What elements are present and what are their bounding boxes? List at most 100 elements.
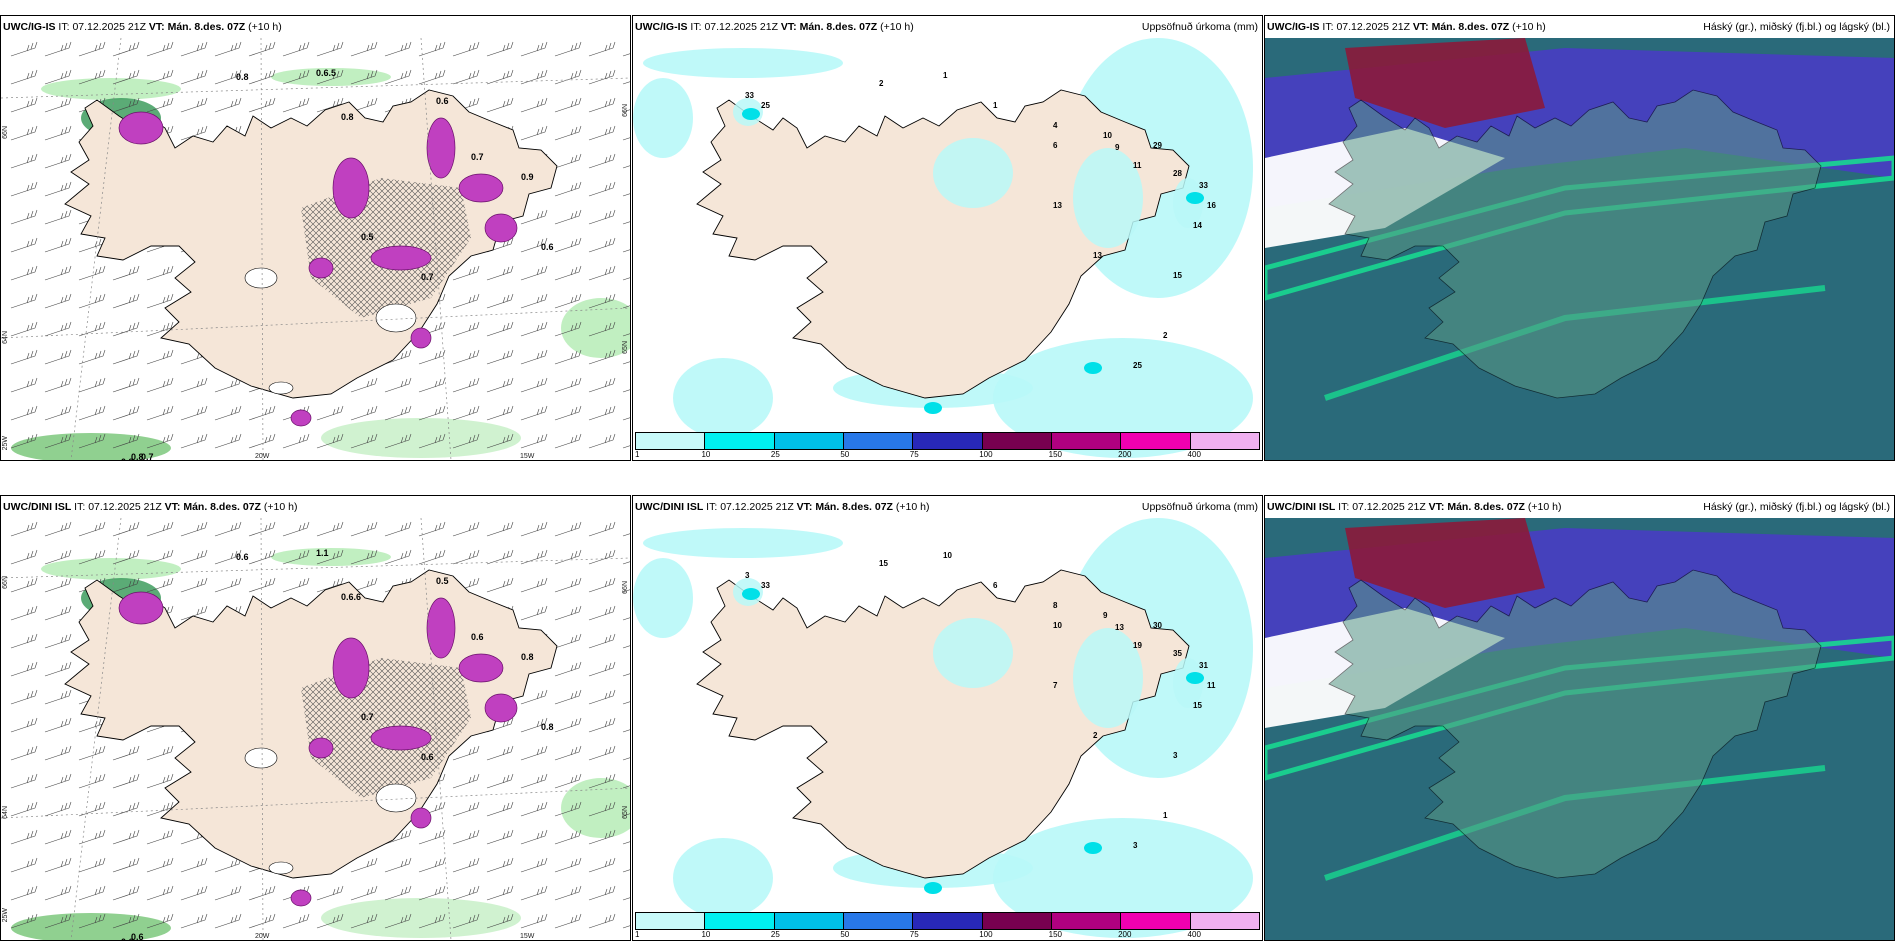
wind-barb [44, 181, 72, 197]
wind-barb [316, 521, 344, 537]
colorbar-segment [982, 433, 1052, 449]
precip-label: 19 [1133, 641, 1142, 650]
wind-barb [112, 801, 140, 817]
precip-area [643, 48, 843, 78]
wind-barb [486, 433, 514, 449]
snow-label: 0.7 [421, 272, 434, 282]
panel-header: UWC/IG-IS IT: 07.12.2025 21Z VT: Mán. 8.… [3, 21, 282, 33]
snow-map[interactable]: 0.80.6.50.80.60.70.90.50.70.60.80.80.7 [1, 38, 630, 460]
wind-barb [248, 885, 276, 901]
wind-barb [588, 237, 616, 253]
model-name: UWC/IG-IS [635, 21, 688, 33]
wind-barb [452, 801, 480, 817]
wind-barb [418, 857, 446, 873]
snow-blob [484, 213, 518, 243]
wind-barb [180, 857, 208, 873]
snow-label: 0.8 [131, 452, 144, 460]
wind-barb [146, 801, 174, 817]
snow-blob [290, 409, 312, 427]
wind-barb [180, 405, 208, 421]
panel-header: UWC/DINI ISL IT: 07.12.2025 21Z VT: Mán.… [3, 501, 298, 513]
wind-barb [520, 577, 548, 593]
colorbar-label: 50 [840, 450, 850, 459]
wind-barb [10, 69, 38, 85]
wind-barb [282, 433, 310, 449]
snow-label: 0.7 [471, 152, 484, 162]
cloud-map[interactable] [1265, 38, 1894, 460]
wind-barb [78, 433, 106, 449]
colorbar-label: 400 [1187, 930, 1201, 939]
cloud-map[interactable] [1265, 518, 1894, 940]
wind-barb [588, 521, 616, 537]
wind-barb [520, 885, 548, 901]
precip-label: 2 [879, 79, 884, 88]
snow-band [271, 68, 391, 86]
precip-colorbar [635, 432, 1260, 450]
colorbar-label: 10 [701, 930, 711, 939]
wind-barb [214, 41, 242, 57]
wind-barb [112, 521, 140, 537]
precip-label: 9 [1115, 143, 1120, 152]
wind-barb [384, 41, 412, 57]
panel-cloud-igis: UWC/IG-IS IT: 07.12.2025 21Z VT: Mán. 8.… [1264, 15, 1895, 461]
snow-map[interactable]: 0.61.10.6.60.50.60.80.70.60.80.60.6 [1, 518, 630, 940]
wind-barb [452, 829, 480, 845]
precip-label: 16 [1207, 201, 1216, 210]
wind-barb [520, 433, 548, 449]
snow-blob [308, 257, 334, 279]
wind-barb [112, 773, 140, 789]
wind-barb [554, 209, 582, 225]
colorbar-label: 100 [979, 930, 993, 939]
snow-band [561, 298, 630, 358]
snow-blob [484, 693, 518, 723]
wind-barb [588, 661, 616, 677]
snow-band [561, 778, 630, 838]
wind-barb [214, 885, 242, 901]
wind-barb [520, 605, 548, 621]
precip-area [1173, 658, 1203, 708]
precip-area [1073, 628, 1143, 728]
wind-barb [418, 829, 446, 845]
wind-barb [78, 801, 106, 817]
colorbar-label: 150 [1048, 930, 1063, 939]
precip-colorbar [635, 912, 1260, 930]
wind-barb [214, 97, 242, 113]
wind-barb [452, 265, 480, 281]
wind-barb [554, 633, 582, 649]
wind-barb [112, 41, 140, 57]
wind-barb [588, 433, 616, 449]
wind-barb [520, 689, 548, 705]
wind-barb [588, 717, 616, 733]
wind-barb [588, 349, 616, 365]
snow-blob [410, 807, 432, 829]
precip-label: 33 [761, 581, 770, 590]
precip-label: 30 [1153, 621, 1162, 630]
colorbar-segment [1051, 433, 1122, 449]
valid-time: Mán. 8.des. 07Z [1431, 21, 1510, 33]
colorbar-label: 75 [909, 450, 919, 459]
panel-precip-igis: UWC/IG-IS IT: 07.12.2025 21Z VT: Mán. 8.… [632, 15, 1263, 461]
init-time: 07.12.2025 21Z [704, 21, 778, 33]
wind-barb [350, 913, 378, 929]
wind-barb [112, 885, 140, 901]
glacier [244, 747, 278, 769]
wind-barb [554, 689, 582, 705]
wind-barb [44, 237, 72, 253]
lead-time: (+10 h) [263, 501, 298, 513]
wind-barb [588, 913, 616, 929]
precip-label: 29 [1153, 141, 1162, 150]
lead-time: (+10 h) [895, 501, 930, 513]
glacier [375, 783, 417, 813]
wind-barb [554, 717, 582, 733]
wind-barb [146, 885, 174, 901]
wind-barb [486, 745, 514, 761]
wind-barb [44, 433, 72, 449]
wind-barb [112, 69, 140, 85]
precip-label: 25 [761, 101, 770, 110]
wind-barb [78, 773, 106, 789]
model-name: UWC/DINI ISL [3, 501, 72, 513]
precip-label: 1 [1163, 811, 1168, 820]
snow-label: 0.6 [131, 932, 144, 940]
